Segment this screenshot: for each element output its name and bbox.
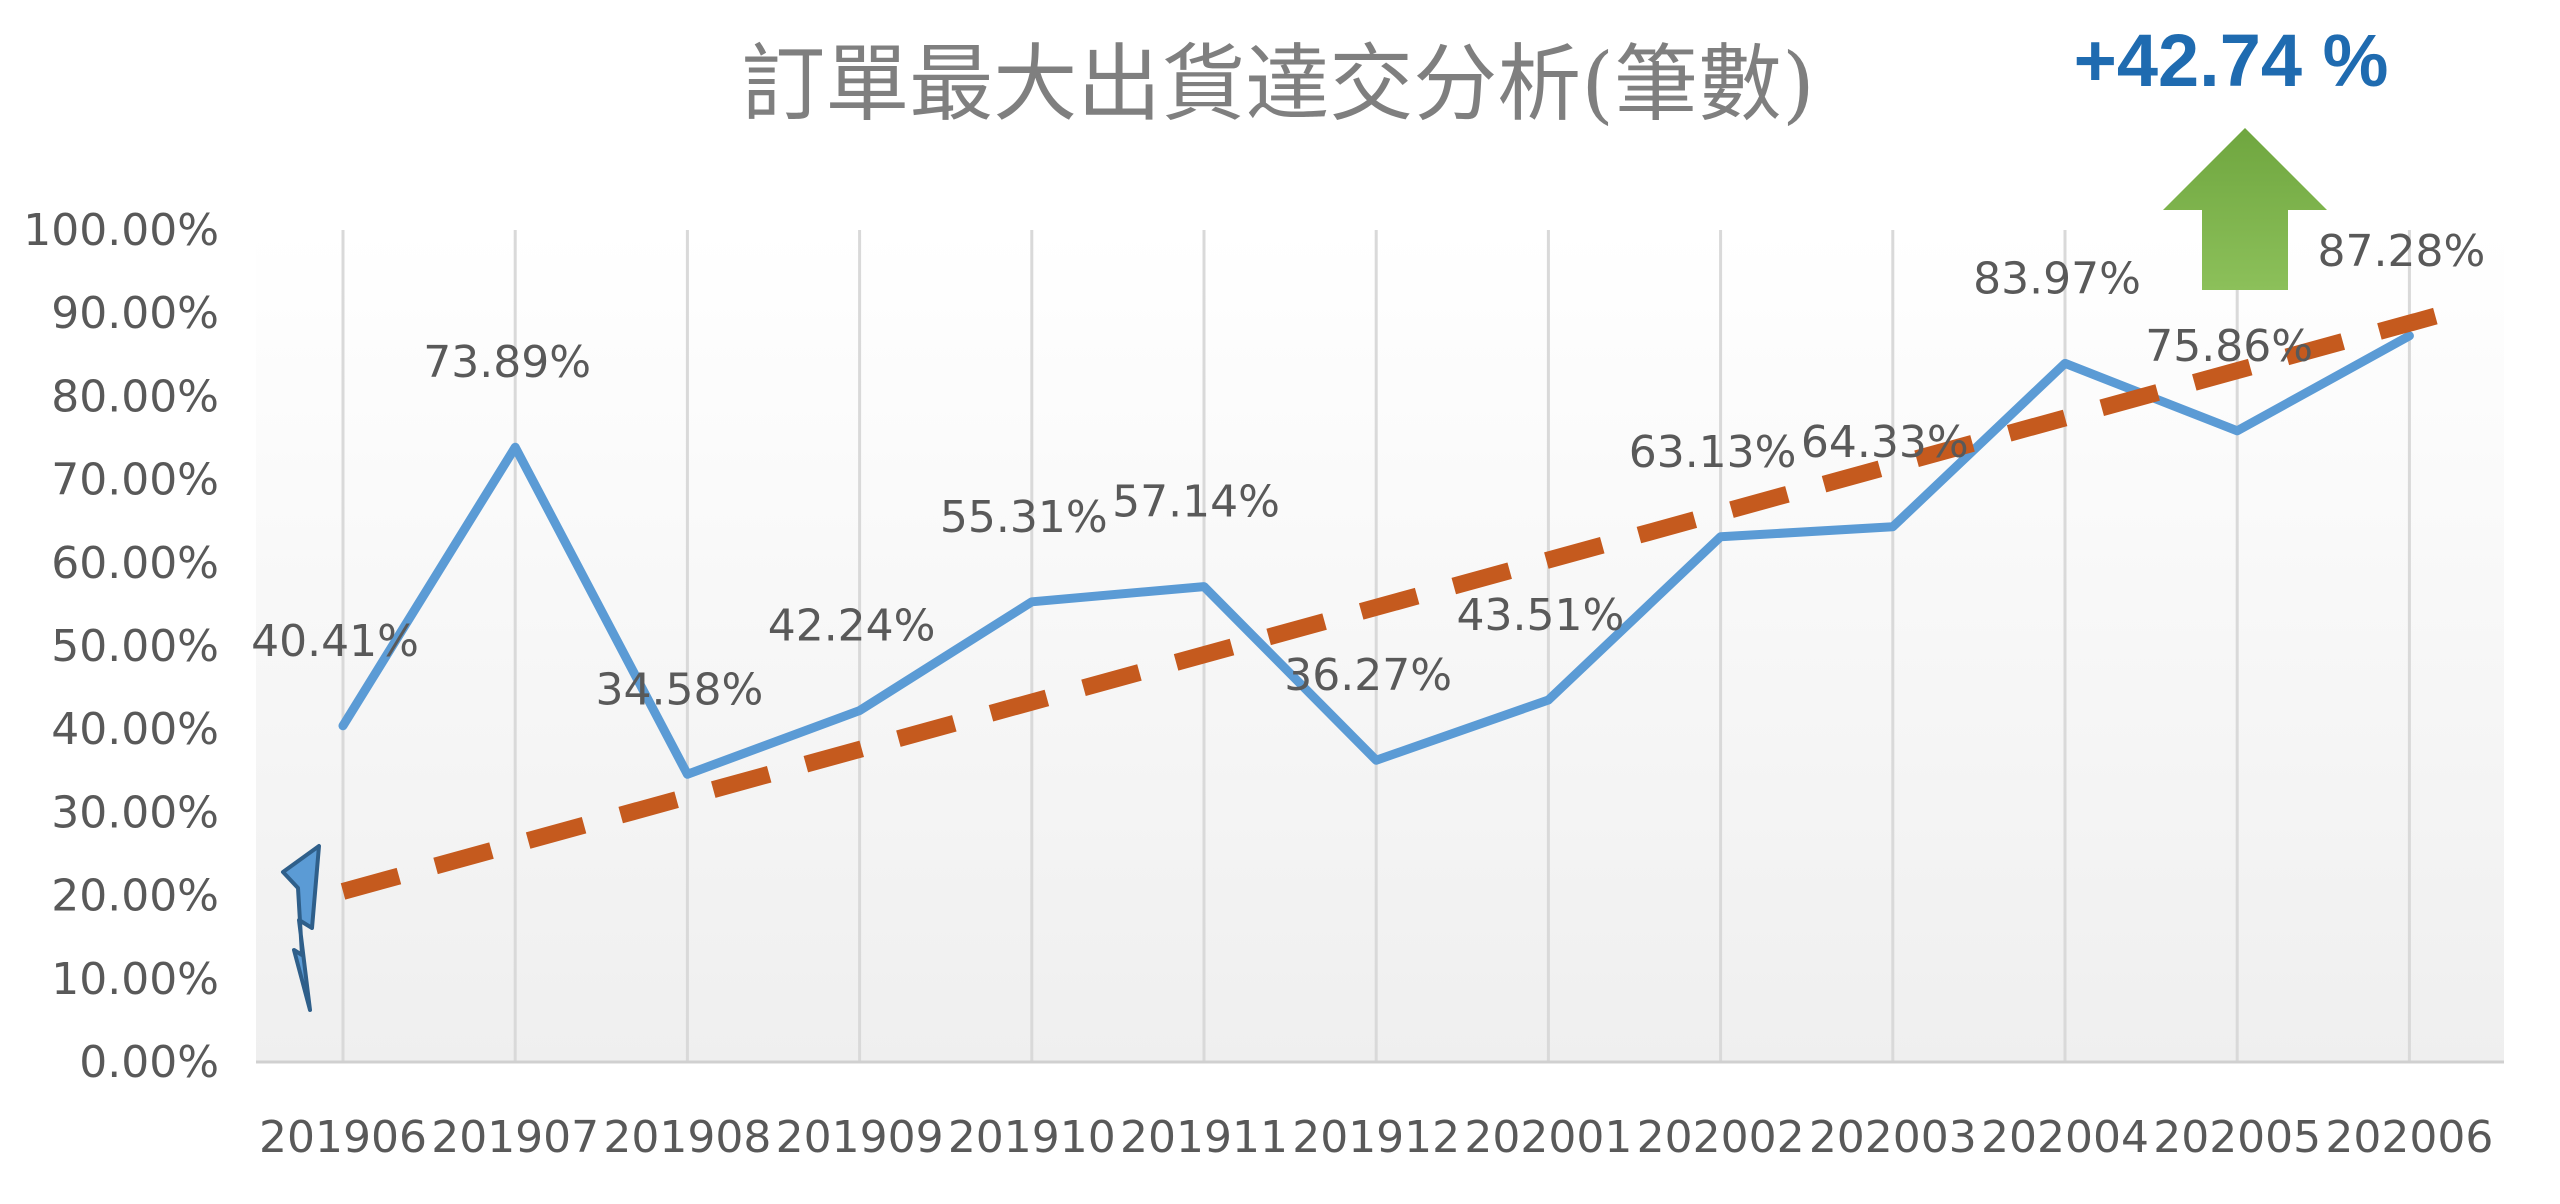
series-point xyxy=(1375,759,1378,762)
data-label: 73.89% xyxy=(423,337,591,388)
y-tick-label: 50.00% xyxy=(51,621,219,672)
x-tick-label: 202004 xyxy=(1981,1112,2149,1163)
x-tick-label: 201906 xyxy=(259,1112,427,1163)
trendline-layer xyxy=(340,300,2464,900)
y-tick-label: 100.00% xyxy=(23,205,219,256)
y-tick-label: 60.00% xyxy=(51,538,219,589)
x-tick-label: 202001 xyxy=(1464,1112,1632,1163)
data-label: 42.24% xyxy=(768,601,936,652)
series-point xyxy=(2408,334,2411,337)
y-tick-label: 70.00% xyxy=(51,455,219,506)
y-tick-label: 40.00% xyxy=(51,704,219,755)
up-arrow-icon xyxy=(2163,128,2327,290)
data-label: 64.33% xyxy=(1801,417,1969,468)
chart-title: 訂單最大出貨達交分析(筆數) xyxy=(741,35,1815,133)
data-label: 57.14% xyxy=(1112,477,1280,528)
series-point xyxy=(2064,362,2066,365)
data-label: 36.27% xyxy=(1284,650,1452,701)
x-tick-label: 202006 xyxy=(2325,1112,2493,1163)
data-label: 63.13% xyxy=(1629,427,1797,478)
data-label: 43.51% xyxy=(1457,590,1625,641)
series-point xyxy=(1891,525,1894,528)
y-tick-label: 20.00% xyxy=(51,871,219,922)
x-tick-label: 201911 xyxy=(1120,1112,1288,1163)
data-label: 87.28% xyxy=(2318,226,2486,277)
x-tick-label: 201910 xyxy=(948,1112,1116,1163)
series-point xyxy=(686,773,689,776)
series-point xyxy=(514,446,517,449)
x-tick-label: 201912 xyxy=(1292,1112,1460,1163)
series-layer xyxy=(338,331,2414,779)
x-tick-label: 202003 xyxy=(1809,1112,1977,1163)
x-tick-label: 201909 xyxy=(776,1112,944,1163)
series-point xyxy=(1203,585,1205,588)
x-tick-label: 201907 xyxy=(431,1112,599,1163)
data-label: 55.31% xyxy=(940,492,1108,543)
series-point xyxy=(1030,600,1033,603)
x-tick-label: 202005 xyxy=(2153,1112,2321,1163)
data-label: 83.97% xyxy=(1973,253,2141,304)
data-label: 34.58% xyxy=(596,664,764,715)
gridlines xyxy=(341,230,2411,1062)
data-label: 40.41% xyxy=(251,616,419,667)
series-point xyxy=(1719,535,1722,538)
y-axis-labels: 0.00% 10.00% 20.00% 30.00% 40.00% 50.00% 60.00… xyxy=(23,205,219,1088)
growth-callout: +42.74 % xyxy=(2074,19,2389,102)
series-point xyxy=(1547,698,1550,701)
plot-area xyxy=(256,230,2504,1062)
y-tick-label: 0.00% xyxy=(79,1037,219,1088)
y-tick-label: 80.00% xyxy=(51,371,219,422)
x-axis-labels: 201906 201907 201908 201909 201910 201911 2019… xyxy=(259,1112,2493,1163)
y-tick-label: 30.00% xyxy=(51,787,219,838)
data-labels: 40.41% 73.89% 34.58%42.24% 55.31% 57.14% 36.2… xyxy=(251,226,2485,715)
x-tick-label: 202002 xyxy=(1637,1112,1805,1163)
lightning-icon xyxy=(281,844,321,1012)
series-point xyxy=(858,709,861,712)
x-tick-label: 201908 xyxy=(603,1112,771,1163)
series-point xyxy=(2236,429,2239,432)
trendline xyxy=(340,300,2464,900)
series-point xyxy=(342,724,344,727)
y-tick-label: 10.00% xyxy=(51,954,219,1005)
data-label: 75.86% xyxy=(2145,321,2313,372)
y-tick-label: 90.00% xyxy=(51,288,219,339)
